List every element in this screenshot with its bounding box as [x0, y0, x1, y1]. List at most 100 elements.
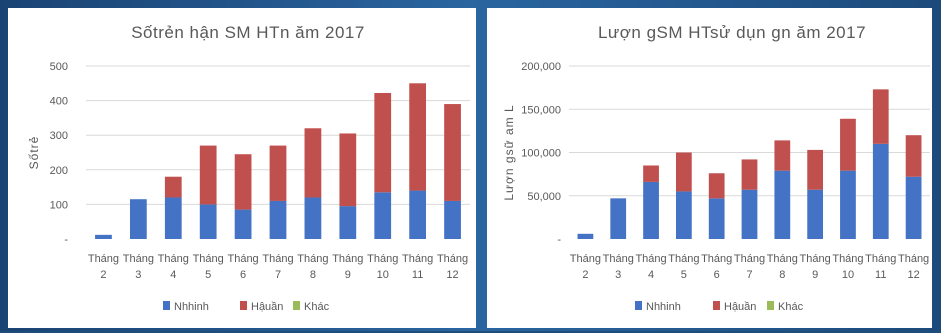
x-tick-label-month: Tháng: [635, 253, 666, 265]
legend-swatch: [767, 301, 774, 310]
bar-nhhinh: [905, 176, 922, 239]
legend-label: Nhhinh: [646, 301, 681, 313]
bar-h-u-n: [234, 154, 252, 210]
x-tick-label-month: Tháng: [332, 253, 363, 265]
x-tick-label-number: 12: [907, 269, 919, 281]
bar-nhhinh: [129, 199, 147, 239]
x-tick-label-number: 3: [615, 269, 621, 281]
bar-h-u-n: [840, 118, 856, 171]
bar-h-u-n: [409, 83, 427, 191]
x-tick-label-number: 5: [205, 269, 211, 281]
bar-nhhinh: [269, 200, 287, 239]
x-tick-label-number: 7: [275, 269, 281, 281]
x-tick-label-number: 12: [446, 269, 458, 281]
bar-h-u-n: [374, 92, 392, 193]
chart-panel-children: Sốtrẻn hận SM HTn ăm 2017 Sốtrẻ - 100 200 300…: [8, 8, 476, 328]
chart-children-svg: Sốtrẻn hận SM HTn ăm 2017 Sốtrẻ - 100 200 300…: [27, 23, 470, 313]
bar-h-u-n: [872, 89, 889, 144]
bar-h-u-n: [643, 165, 659, 182]
x-tick-label-month: Tháng: [88, 253, 119, 265]
legend-swatch: [240, 301, 247, 310]
y-axis-label: Sốtrẻ: [27, 136, 41, 170]
bar-nhhinh: [675, 191, 692, 239]
x-tick-label-number: 2: [100, 269, 106, 281]
bar-h-u-n: [774, 140, 791, 171]
x-tick-label-number: 11: [875, 269, 886, 281]
x-tick-label-number: 10: [377, 269, 389, 281]
x-tick-label-month: Tháng: [734, 253, 765, 265]
legend-swatch: [713, 301, 720, 310]
x-tick-label-month: Tháng: [800, 253, 831, 265]
y-tick-label: 200: [50, 165, 68, 177]
y-tick-label: -: [557, 234, 561, 246]
legend-label: Nhhinh: [174, 301, 209, 313]
chart-title: Sốtrẻn hận SM HTn ăm 2017: [131, 23, 365, 42]
bar-nhhinh: [872, 143, 889, 239]
chart-milk-svg: Lượn gSM HTsử dụn gn ăm 2017 Lượn gsữ am …: [502, 23, 930, 313]
legend-label: Hậuần: [251, 301, 283, 313]
x-tick-label-month: Tháng: [262, 253, 293, 265]
x-tick-label-number: 9: [812, 269, 818, 281]
bar-h-u-n: [164, 176, 182, 198]
bar-h-u-n: [741, 159, 758, 190]
bar-nhhinh: [774, 170, 791, 239]
y-tick-label: 200,000: [521, 61, 561, 73]
bar-h-u-n: [339, 133, 357, 207]
x-tick-label-number: 10: [842, 269, 854, 281]
x-tick-label-month: Tháng: [402, 253, 433, 265]
bar-h-u-n: [708, 173, 725, 199]
x-tick-label-number: 4: [648, 269, 654, 281]
x-tick-label-number: 6: [240, 269, 246, 281]
bar-nhhinh: [95, 234, 112, 239]
x-tick-label-number: 9: [345, 269, 351, 281]
bar-nhhinh: [444, 200, 461, 239]
x-tick-label-month: Tháng: [437, 253, 468, 265]
bar-nhhinh: [339, 206, 357, 239]
y-tick-label: 50,000: [527, 191, 561, 203]
x-tick-label-number: 6: [714, 269, 720, 281]
bar-nhhinh: [234, 209, 252, 239]
y-tick-label: 150,000: [521, 104, 561, 116]
x-tick-label-number: 4: [170, 269, 176, 281]
x-tick-label-month: Tháng: [158, 253, 189, 265]
legend-label: Hậuần: [724, 301, 756, 313]
bar-nhhinh: [304, 197, 322, 239]
bar-h-u-n: [444, 104, 461, 201]
bar-nhhinh: [807, 189, 824, 239]
x-tick-label-number: 7: [746, 269, 752, 281]
y-tick-label: 400: [50, 96, 68, 108]
x-tick-label-number: 2: [582, 269, 588, 281]
bar-nhhinh: [741, 189, 758, 239]
bar-nhhinh: [610, 198, 627, 239]
x-tick-label-month: Tháng: [123, 253, 154, 265]
chart-panel-milk: Lượn gSM HTsử dụn gn ăm 2017 Lượn gsữ am …: [487, 8, 932, 328]
x-tick-label-number: 5: [681, 269, 687, 281]
x-tick-label-month: Tháng: [227, 253, 258, 265]
x-tick-label-number: 3: [135, 269, 141, 281]
y-tick-label: 500: [50, 61, 68, 73]
y-axis-label: Lượn gsữ am L: [502, 104, 516, 200]
x-tick-label-month: Tháng: [193, 253, 224, 265]
legend-label: Khác: [304, 301, 330, 313]
x-tick-label-month: Tháng: [865, 253, 896, 265]
y-tick-label: 100: [50, 199, 68, 211]
y-tick-label: -: [64, 234, 68, 246]
legend-swatch: [163, 301, 170, 310]
y-tick-label: 100,000: [521, 148, 561, 160]
bar-h-u-n: [675, 152, 692, 192]
bar-h-u-n: [304, 128, 322, 198]
bar-nhhinh: [199, 204, 217, 239]
x-tick-label-month: Tháng: [832, 253, 863, 265]
x-tick-label-month: Tháng: [367, 253, 398, 265]
y-tick-label: 300: [50, 130, 68, 142]
x-tick-label-month: Tháng: [898, 253, 929, 265]
bar-nhhinh: [840, 170, 856, 239]
bar-h-u-n: [807, 149, 824, 190]
bar-h-u-n: [199, 145, 217, 205]
legend-swatch: [293, 301, 300, 310]
bar-nhhinh: [164, 197, 182, 239]
x-tick-label-month: Tháng: [701, 253, 732, 265]
bar-h-u-n: [269, 145, 287, 201]
bar-nhhinh: [409, 190, 427, 239]
bar-nhhinh: [708, 198, 725, 239]
